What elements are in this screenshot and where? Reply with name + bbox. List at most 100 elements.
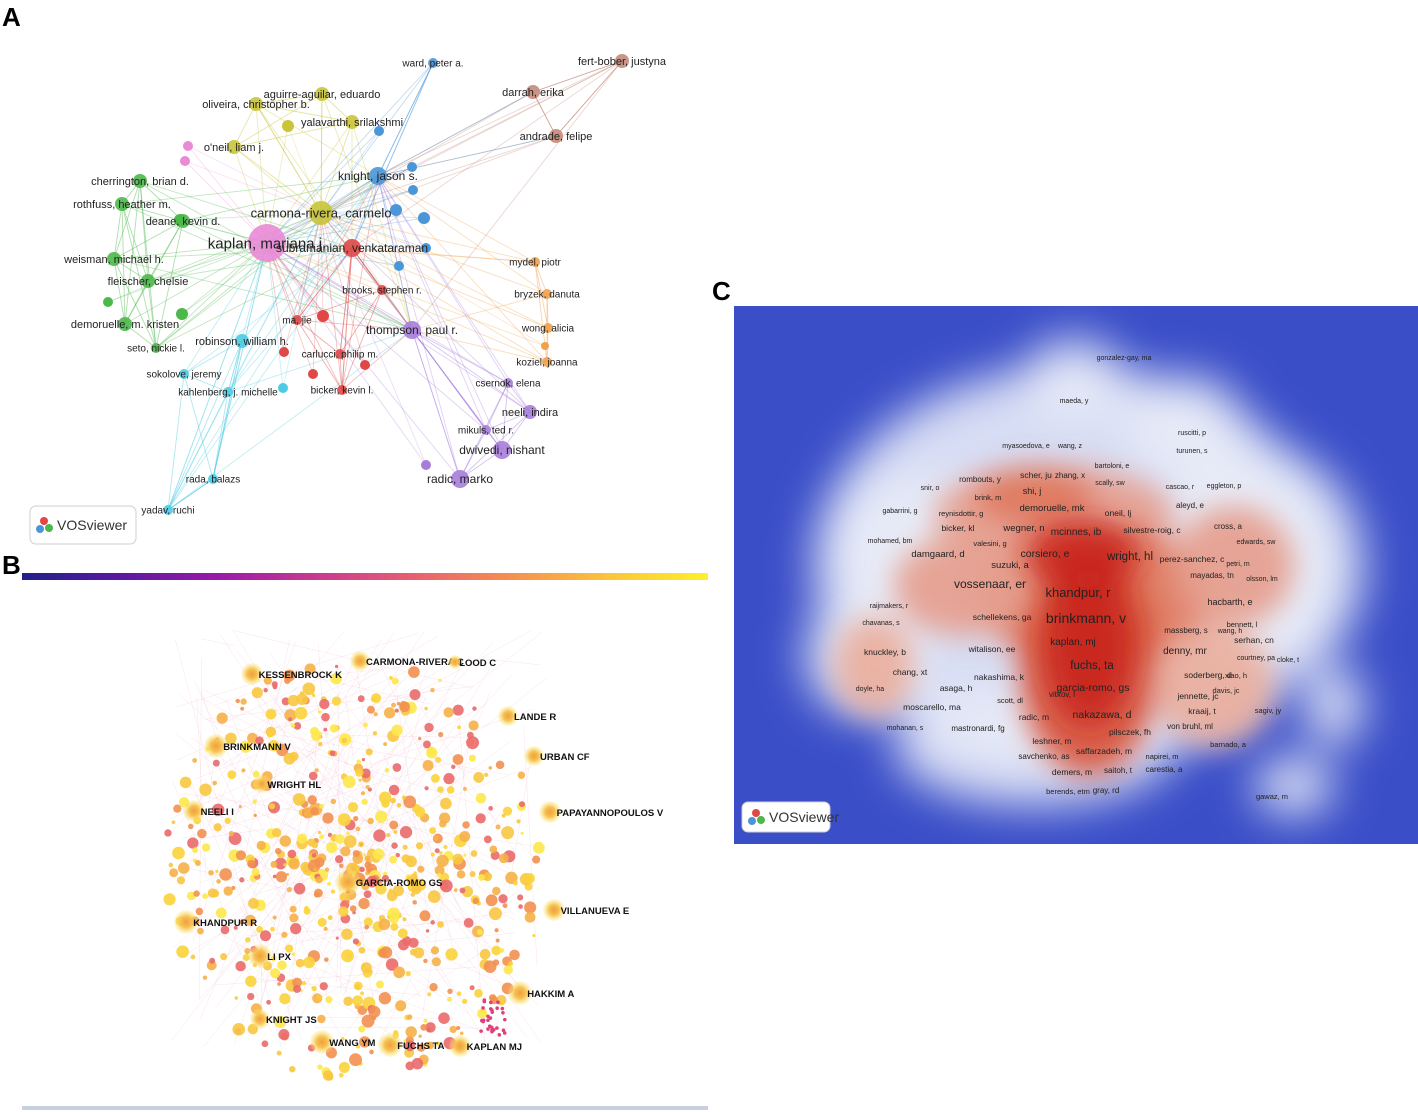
- hub-label-knight-js: KNIGHT JS: [266, 1015, 317, 1026]
- hub-label-kaplan-mj: KAPLAN MJ: [467, 1042, 522, 1053]
- citation-node: [457, 725, 461, 729]
- citation-node: [263, 688, 267, 692]
- citation-node: [457, 870, 465, 878]
- citation-node: [234, 996, 238, 1000]
- citation-node: [208, 870, 214, 876]
- node-label-thompson: thompson, paul r.: [366, 323, 458, 337]
- citation-node: [330, 724, 338, 732]
- citation-node: [169, 868, 178, 877]
- citation-node: [343, 997, 352, 1006]
- citation-node: [489, 1001, 493, 1005]
- hub-label-brinkmann-v: BRINKMANN V: [223, 742, 291, 753]
- citation-node: [513, 880, 518, 885]
- density-label-damgaard-d: damgaard, d: [911, 549, 964, 560]
- citation-node: [457, 991, 462, 996]
- citation-node: [374, 712, 378, 716]
- citation-node: [496, 939, 500, 943]
- density-label-von-bruhl-ml: von bruhl, ml: [1167, 722, 1213, 731]
- density-label-barnado-a: barnado, a: [1210, 740, 1247, 749]
- citation-node: [294, 883, 306, 895]
- citation-node: [423, 760, 434, 771]
- citation-node: [410, 949, 417, 956]
- citation-node: [322, 812, 333, 823]
- density-label-demers-m: demers, m: [1052, 767, 1092, 777]
- citation-node: [410, 689, 421, 700]
- citation-node: [278, 1029, 289, 1040]
- density-label-mohanan-s: mohanan, s: [887, 725, 924, 732]
- citation-node: [412, 1058, 424, 1070]
- citation-node: [452, 854, 463, 865]
- citation-node: [290, 906, 297, 913]
- citation-node: [324, 957, 329, 962]
- citation-node: [466, 736, 479, 749]
- citation-node: [324, 728, 328, 732]
- citation-node: [318, 742, 322, 746]
- citation-node: [360, 843, 363, 846]
- density-label-bicker-kl: bicker, kl: [941, 523, 974, 533]
- citation-node: [172, 820, 176, 824]
- citation-node: [227, 770, 236, 779]
- citation-node: [445, 948, 457, 960]
- citation-node: [348, 802, 358, 812]
- citation-node: [187, 837, 198, 848]
- citation-node: [395, 709, 399, 713]
- citation-node: [314, 892, 320, 898]
- citation-node: [358, 695, 365, 702]
- citation-node: [311, 986, 316, 991]
- density-label-vitkov-l: vitkov, l: [1049, 690, 1075, 699]
- node-label-dwivedi: dwivedi, nishant: [459, 443, 545, 457]
- citation-node: [469, 720, 479, 730]
- citation-node: [386, 833, 390, 837]
- citation-node: [429, 827, 436, 834]
- logo-mark: [45, 524, 53, 532]
- density-label-scott-dl: scott, dl: [997, 696, 1023, 705]
- citation-node: [463, 854, 466, 857]
- citation-node: [371, 696, 377, 702]
- density-label-olsson-lm: olsson, lm: [1246, 576, 1278, 583]
- network-node: [180, 156, 190, 166]
- citation-node: [335, 855, 343, 863]
- citation-node: [344, 835, 357, 848]
- citation-node: [338, 813, 351, 826]
- density-label-chavanas-s: chavanas, s: [862, 620, 900, 627]
- citation-node: [517, 894, 523, 900]
- citation-node: [353, 816, 358, 821]
- citation-node: [220, 953, 227, 960]
- citation-node: [405, 856, 416, 867]
- vosviewer-logo: VOSviewer: [742, 802, 839, 832]
- citation-node: [453, 754, 464, 765]
- density-label-gonzalez-gay-ma: gonzalez-gay, ma: [1097, 355, 1152, 362]
- citation-node: [516, 819, 520, 823]
- citation-node: [484, 773, 488, 777]
- citation-node: [343, 776, 356, 789]
- citation-node: [453, 705, 464, 716]
- density-label-bartoloni-e: bartoloni, e: [1095, 463, 1130, 470]
- density-label-zhang-x: zhang, x: [1055, 471, 1085, 480]
- density-label-carestia-a: carestia, a: [1146, 765, 1183, 774]
- panel-letter-b: B: [2, 550, 21, 581]
- citation-node: [330, 750, 336, 756]
- logo-text: VOSviewer: [57, 517, 127, 533]
- citation-node: [435, 848, 440, 853]
- citation-node: [490, 1008, 494, 1012]
- density-label-myasoedova-e: myasoedova, e: [1002, 443, 1050, 450]
- citation-node: [192, 758, 197, 763]
- citation-node: [239, 877, 244, 882]
- node-label-oliveira: oliveira, christopher b.: [202, 99, 310, 111]
- citation-node: [399, 701, 410, 712]
- citation-node: [277, 1051, 282, 1056]
- citation-node: [331, 889, 335, 893]
- density-label-wang-h: wang, h: [1217, 628, 1243, 635]
- citation-node: [456, 1026, 460, 1030]
- citation-node: [312, 842, 319, 849]
- citation-node: [239, 805, 242, 808]
- citation-node: [437, 873, 442, 878]
- citation-node: [275, 848, 281, 854]
- network-node: [308, 369, 318, 379]
- citation-node: [297, 834, 307, 844]
- hub-label-papayannopoulos-v: PAPAYANNOPOULOS V: [557, 808, 664, 819]
- citation-node: [385, 768, 390, 773]
- citation-node: [270, 927, 275, 932]
- citation-node: [191, 955, 196, 960]
- citation-node: [379, 992, 391, 1004]
